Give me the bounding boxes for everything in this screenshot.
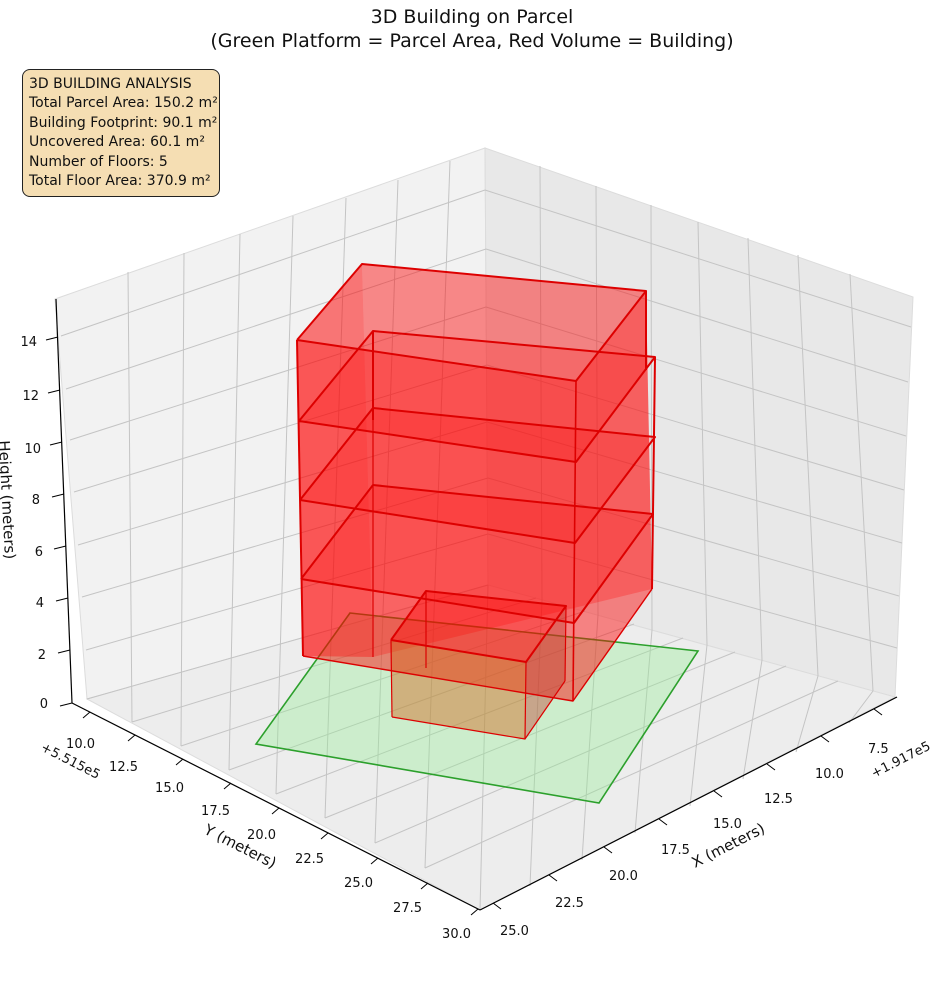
- x-tick-label: 17.5: [661, 843, 690, 858]
- parcel-platform: [254, 612, 700, 804]
- y-tick-label: 10.0: [66, 737, 95, 752]
- floor-band: [300, 408, 655, 543]
- grid-lines: [60, 160, 912, 911]
- info-line-parcel-area: Total Parcel Area: 150.2 m²: [29, 95, 218, 112]
- x-tick-label: 12.5: [764, 792, 793, 807]
- x-tick-label: 15.0: [713, 817, 742, 832]
- info-line-floors: Number of Floors: 5: [29, 153, 168, 170]
- building-back-right-wall: [362, 264, 652, 657]
- y-tick-label: 15.0: [155, 781, 184, 796]
- tick-marks: [45, 336, 883, 916]
- ground-floor-box-front: [391, 640, 526, 739]
- floor-band: [299, 331, 655, 462]
- x-tick-label: 25.0: [500, 924, 529, 939]
- floor-band: [301, 485, 653, 623]
- x-tick-label: 10.0: [815, 767, 844, 782]
- z-tick-labels: 0 2 4 6 8 10 12 14: [20, 335, 48, 712]
- info-heading: 3D BUILDING ANALYSIS: [29, 76, 192, 92]
- ground-floor-box-side: [525, 606, 566, 739]
- x-tick-label: 20.0: [609, 869, 638, 884]
- y-tick-label: 25.0: [344, 876, 373, 891]
- ground-floor-box-top: [391, 591, 566, 662]
- z-tick-label: 14: [20, 335, 37, 350]
- x-tick-label: 7.5: [868, 742, 889, 757]
- y-tick-label: 17.5: [201, 804, 230, 819]
- y-tick-label: 30.0: [442, 927, 471, 942]
- chart-title-line-1: 3D Building on Parcel: [370, 6, 574, 28]
- analysis-info-box: 3D BUILDING ANALYSIS Total Parcel Area: …: [22, 69, 220, 197]
- building-roof: [297, 264, 646, 381]
- y-axis-line: [71, 702, 481, 911]
- axis-lines: [55, 298, 898, 911]
- x-axis-line: [479, 696, 898, 911]
- z-tick-label: 4: [36, 596, 44, 611]
- z-axis-line: [55, 298, 73, 704]
- z-tick-label: 6: [35, 545, 43, 560]
- y-tick-label: 20.0: [247, 828, 276, 843]
- building-volume: [296, 263, 656, 740]
- y-tick-label: 22.5: [295, 852, 324, 867]
- x-tick-label: 22.5: [555, 896, 584, 911]
- info-line-footprint: Building Footprint: 90.1 m²: [29, 114, 218, 131]
- y-tick-label: 12.5: [109, 760, 138, 775]
- z-tick-label: 8: [32, 493, 40, 508]
- z-tick-label: 10: [24, 442, 41, 457]
- chart-title-line-2: (Green Platform = Parcel Area, Red Volum…: [210, 30, 734, 52]
- z-tick-label: 0: [40, 697, 48, 712]
- info-line-total-floor-area: Total Floor Area: 370.9 m²: [29, 173, 211, 190]
- z-axis-label: Height (meters): [0, 440, 19, 560]
- z-tick-label: 2: [38, 648, 46, 663]
- z-tick-label: 12: [22, 389, 39, 404]
- info-line-uncovered-area: Uncovered Area: 60.1 m²: [29, 134, 205, 151]
- y-tick-label: 27.5: [393, 901, 422, 916]
